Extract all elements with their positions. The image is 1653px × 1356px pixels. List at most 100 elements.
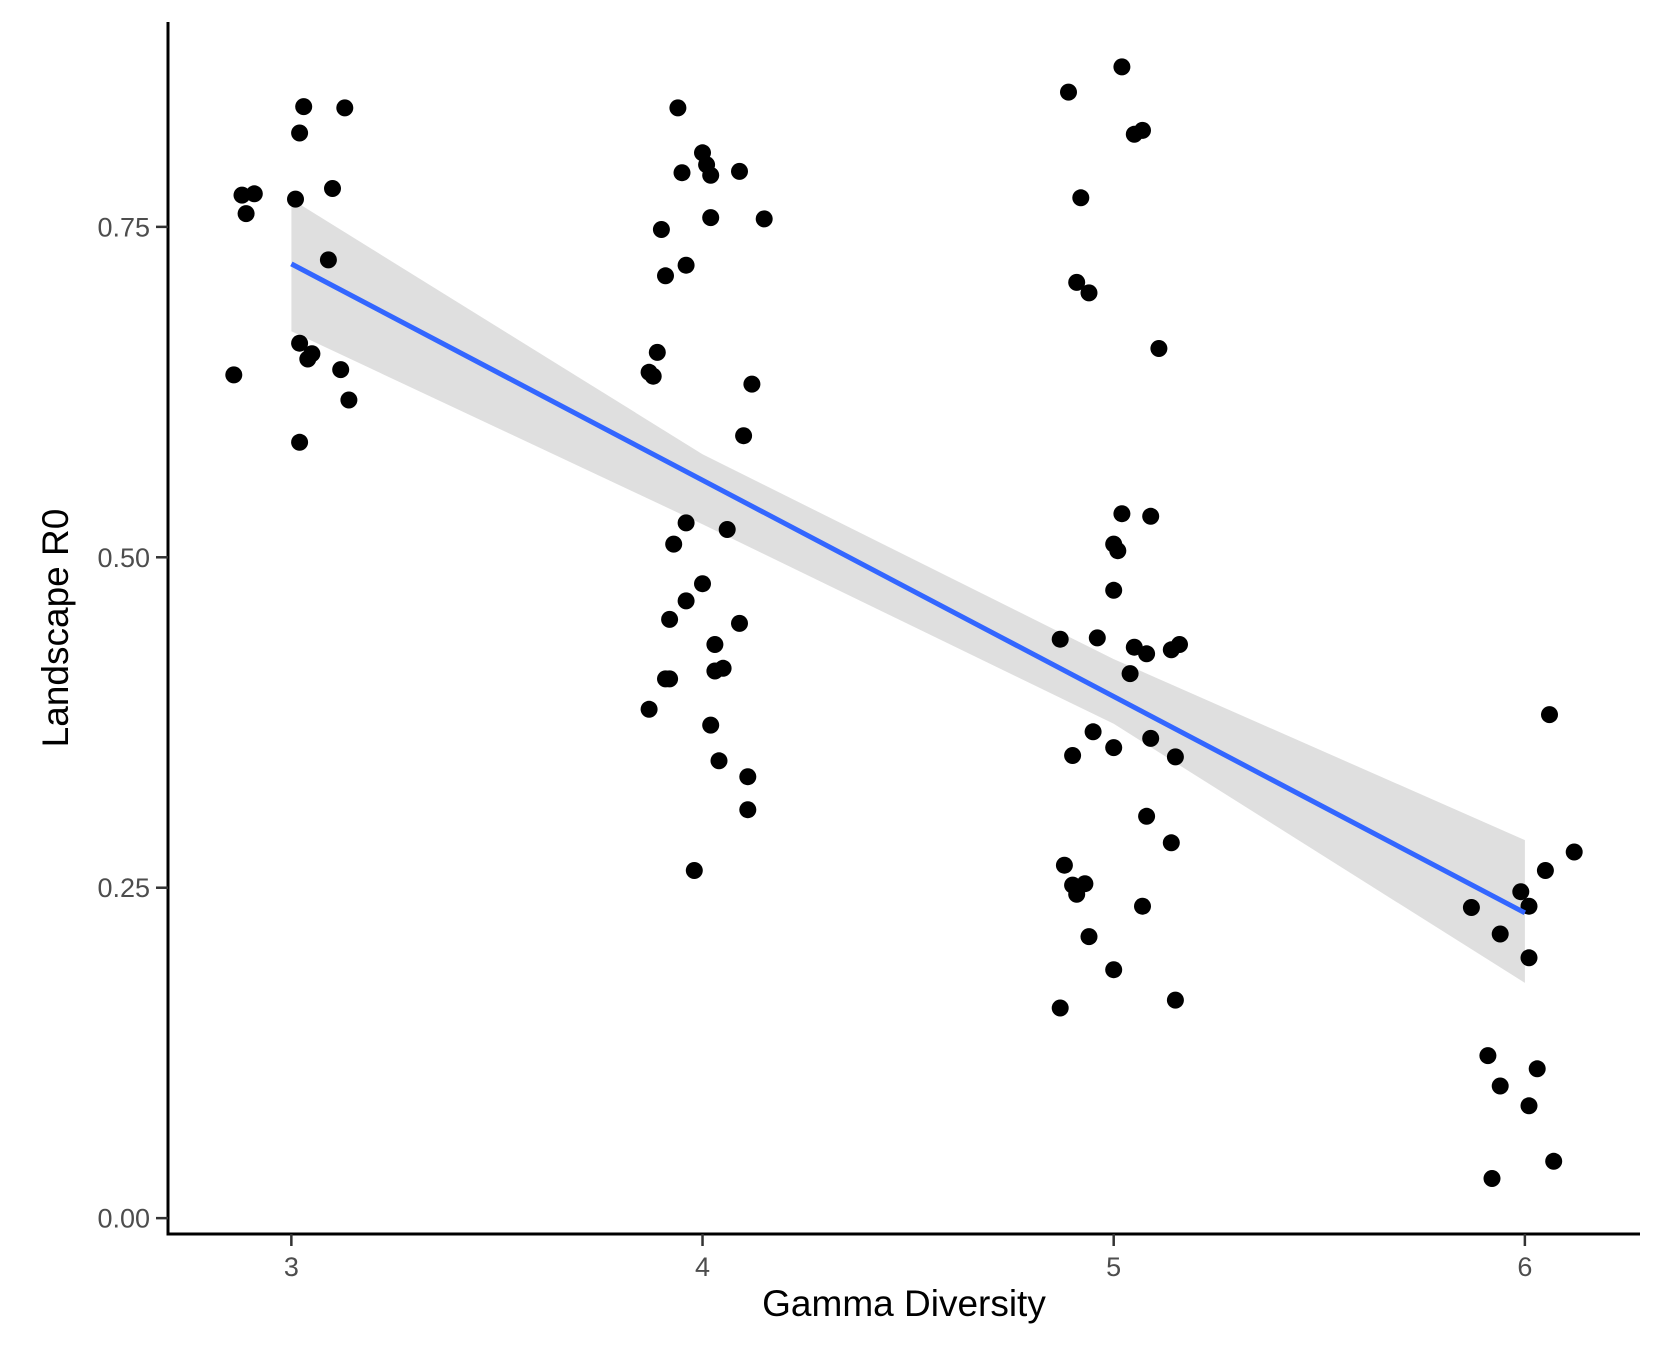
data-point xyxy=(1105,581,1123,599)
y-tick-label: 0.75 xyxy=(97,212,150,242)
data-point xyxy=(237,205,255,223)
data-point xyxy=(1113,505,1131,523)
data-point xyxy=(648,343,666,361)
data-point xyxy=(1491,1077,1509,1095)
data-point xyxy=(702,166,720,184)
x-axis-title: Gamma Diversity xyxy=(762,1283,1046,1324)
data-point xyxy=(1462,899,1480,916)
data-point xyxy=(669,99,687,117)
data-point xyxy=(1068,273,1086,291)
data-point xyxy=(1055,856,1073,874)
data-point xyxy=(1105,961,1123,979)
data-point xyxy=(1051,630,1069,648)
data-point xyxy=(673,164,691,182)
data-point xyxy=(1051,999,1069,1017)
data-point xyxy=(702,209,720,227)
data-point xyxy=(1545,1152,1563,1170)
data-point xyxy=(657,267,674,285)
data-point xyxy=(755,210,773,228)
y-tick-label: 0.25 xyxy=(97,873,150,903)
data-point xyxy=(1520,1097,1538,1115)
data-point xyxy=(1138,807,1156,825)
data-point xyxy=(291,433,309,451)
data-point xyxy=(735,427,753,445)
y-tick-label: 0.00 xyxy=(97,1204,150,1234)
data-point xyxy=(291,334,309,352)
data-point xyxy=(225,366,243,384)
data-point xyxy=(1536,862,1554,879)
data-point xyxy=(710,752,728,770)
fit-line-layer xyxy=(290,261,1527,916)
data-point xyxy=(233,186,251,204)
data-point xyxy=(743,375,761,393)
data-point xyxy=(1150,340,1168,357)
data-point xyxy=(324,180,341,197)
data-point xyxy=(652,221,670,238)
data-point xyxy=(1138,645,1156,663)
data-point xyxy=(1080,284,1098,302)
data-point xyxy=(1491,925,1509,943)
data-point xyxy=(340,391,358,409)
data-point xyxy=(661,610,679,628)
y-tick-label: 0.50 xyxy=(97,543,150,573)
data-point xyxy=(1166,991,1184,1009)
x-tick-label: 5 xyxy=(1106,1252,1121,1282)
data-point xyxy=(336,99,354,117)
data-point xyxy=(1512,883,1530,901)
data-point xyxy=(1528,1060,1546,1078)
points-layer xyxy=(225,58,1583,1187)
data-point xyxy=(1064,747,1082,764)
data-point xyxy=(706,636,724,653)
data-point xyxy=(1105,739,1123,757)
data-point xyxy=(1088,629,1106,647)
data-point xyxy=(1072,189,1090,207)
x-tick-label: 4 xyxy=(695,1252,710,1282)
data-point xyxy=(295,98,313,116)
data-point xyxy=(1565,843,1583,861)
regression-line xyxy=(290,261,1527,916)
data-point xyxy=(1084,723,1102,741)
data-point xyxy=(1134,897,1151,915)
data-point xyxy=(1520,949,1538,967)
data-point xyxy=(1479,1047,1497,1065)
data-point xyxy=(303,345,321,363)
data-point xyxy=(287,190,304,208)
data-point xyxy=(291,124,309,142)
data-point xyxy=(1166,748,1184,766)
data-point xyxy=(644,367,662,385)
data-point xyxy=(677,256,695,274)
data-point xyxy=(640,700,658,718)
data-point xyxy=(332,361,350,379)
data-point xyxy=(1483,1170,1501,1187)
data-point xyxy=(1541,706,1558,724)
data-point xyxy=(1080,928,1098,946)
data-point xyxy=(1162,834,1180,852)
data-point xyxy=(1076,875,1094,893)
data-point xyxy=(1060,83,1077,101)
data-point xyxy=(702,716,720,734)
data-point xyxy=(685,862,703,879)
data-point xyxy=(661,670,679,688)
data-point xyxy=(1134,121,1151,139)
data-point xyxy=(718,521,736,538)
data-point xyxy=(677,514,695,532)
data-point xyxy=(1142,507,1160,525)
y-axis-title: Landscape R0 xyxy=(35,509,76,748)
data-point xyxy=(694,575,711,593)
axes-layer: 3 4 5 6 0.00 0.25 0.50 0.75 xyxy=(97,22,1640,1282)
data-point xyxy=(739,801,757,819)
data-point xyxy=(1121,665,1139,683)
data-point xyxy=(731,614,748,632)
data-point xyxy=(714,659,732,677)
data-point xyxy=(1109,542,1127,560)
x-tick-label: 6 xyxy=(1517,1252,1532,1282)
data-point xyxy=(245,185,263,203)
data-point xyxy=(1171,636,1188,653)
x-tick-label: 3 xyxy=(284,1252,299,1282)
data-point xyxy=(1142,729,1160,747)
data-point xyxy=(677,592,695,610)
data-point xyxy=(731,162,748,180)
data-point xyxy=(319,251,337,269)
